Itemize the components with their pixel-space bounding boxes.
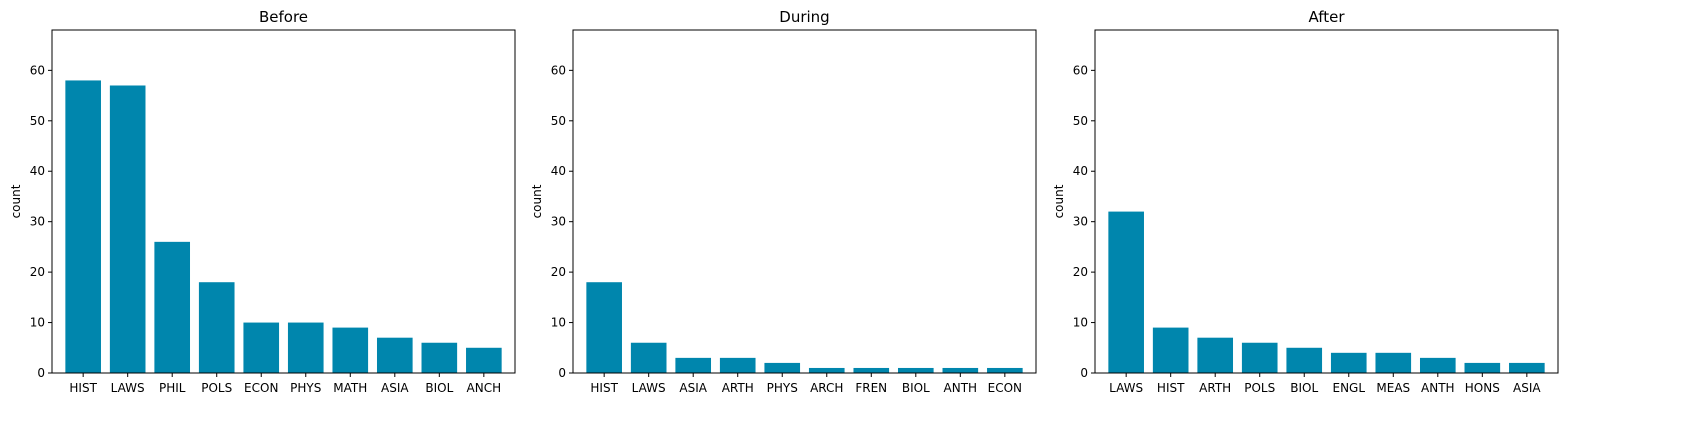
y-tick-label: 60 (30, 63, 45, 77)
chart-panel-2: LAWS HIST ARTH POLS BIOL ENGL MEAS ANTH HONS ASIA… (1052, 8, 1559, 395)
y-tick-label: 20 (30, 265, 45, 279)
bar-asia (675, 357, 712, 373)
y-tick-label: 20 (551, 265, 566, 279)
y-tick-label: 10 (1073, 316, 1088, 330)
bar-arth (1197, 337, 1234, 373)
x-tick-label: ECON (244, 381, 278, 395)
y-axis-label: count (530, 184, 544, 218)
bar-phys (764, 362, 801, 373)
bar-biol (1286, 347, 1323, 373)
y-tick-label: 40 (1073, 164, 1088, 178)
y-axis-label: count (1052, 184, 1066, 218)
axes-frame (572, 29, 1037, 374)
y-tick-label: 30 (551, 215, 566, 229)
y-tick-label: 10 (551, 316, 566, 330)
bar-econ (243, 322, 280, 373)
y-tick-label: 50 (1073, 114, 1088, 128)
bar-phys (287, 322, 324, 373)
x-tick-label: ARTH (1199, 381, 1231, 395)
axes-frame (51, 29, 516, 374)
x-tick-label: HIST (1157, 381, 1185, 395)
bar-anth (1419, 357, 1456, 373)
bar-arch (808, 367, 845, 373)
bar-laws (1108, 211, 1144, 373)
x-tick-label: ASIA (679, 381, 707, 395)
chart-panel-0: HIST LAWS PHIL POLS ECON PHYS MATH ASIA BIOL ANCH… (9, 8, 516, 395)
bar-asia (1509, 362, 1545, 373)
x-tick-label: POLS (201, 381, 232, 395)
x-tick-label: MATH (333, 381, 367, 395)
chart-title: Before (259, 8, 308, 26)
x-tick-label: BIOL (902, 381, 930, 395)
x-tick-label: ASIA (381, 381, 409, 395)
y-tick-label: 30 (1073, 215, 1088, 229)
y-tick-label: 50 (30, 114, 45, 128)
x-tick-label: ARTH (722, 381, 754, 395)
x-tick-label: MEAS (1376, 381, 1410, 395)
bar-hist (1152, 327, 1189, 373)
bar-pols (1241, 342, 1278, 373)
bar-biol (421, 342, 458, 373)
x-tick-label: PHIL (159, 381, 186, 395)
x-tick-label: FREN (855, 381, 887, 395)
x-tick-label: ECON (988, 381, 1022, 395)
x-tick-label: ASIA (1513, 381, 1541, 395)
bar-phil (154, 241, 191, 373)
y-axis-label: count (9, 184, 23, 218)
bar-engl (1330, 352, 1367, 373)
bar-laws (630, 342, 667, 373)
x-tick-label: LAWS (632, 381, 666, 395)
bar-meas (1375, 352, 1412, 373)
x-tick-label: ANTH (1421, 381, 1455, 395)
y-tick-label: 40 (551, 164, 566, 178)
y-tick-label: 60 (1073, 63, 1088, 77)
bar-econ (987, 367, 1023, 373)
bar-asia (376, 337, 413, 373)
bar-math (332, 327, 369, 373)
bar-hist (586, 282, 622, 373)
bar-biol (897, 367, 934, 373)
x-tick-label: HIST (69, 381, 97, 395)
x-tick-label: PHYS (290, 381, 321, 395)
y-tick-label: 0 (37, 366, 45, 380)
bar-anth (942, 367, 979, 373)
chart-title: After (1308, 8, 1345, 26)
bar-fren (853, 367, 890, 373)
bar-arth (719, 357, 756, 373)
y-tick-label: 50 (551, 114, 566, 128)
y-tick-label: 60 (551, 63, 566, 77)
y-tick-label: 30 (30, 215, 45, 229)
x-tick-label: ANCH (467, 381, 502, 395)
bar-laws (109, 85, 146, 374)
y-tick-label: 0 (558, 366, 566, 380)
x-tick-label: LAWS (111, 381, 145, 395)
y-tick-label: 40 (30, 164, 45, 178)
x-tick-label: PHYS (767, 381, 798, 395)
x-tick-label: POLS (1244, 381, 1275, 395)
bar-pols (198, 282, 235, 373)
y-tick-label: 10 (30, 316, 45, 330)
x-tick-label: LAWS (1109, 381, 1143, 395)
chart-title: During (779, 8, 829, 26)
x-tick-label: BIOL (1290, 381, 1318, 395)
x-tick-label: BIOL (425, 381, 453, 395)
x-tick-label: ENGL (1332, 381, 1365, 395)
axes-frame (1094, 29, 1559, 374)
x-tick-label: HIST (590, 381, 618, 395)
bar-hist (65, 80, 101, 373)
x-tick-label: ARCH (810, 381, 843, 395)
bar-anch (466, 347, 502, 373)
y-tick-label: 0 (1080, 366, 1088, 380)
x-tick-label: ANTH (944, 381, 978, 395)
x-tick-label: HONS (1465, 381, 1500, 395)
chart-panel-1: HIST LAWS ASIA ARTH PHYS ARCH FREN BIOL ANTH ECON… (530, 8, 1037, 395)
bar-hons (1464, 362, 1501, 373)
y-tick-label: 20 (1073, 265, 1088, 279)
